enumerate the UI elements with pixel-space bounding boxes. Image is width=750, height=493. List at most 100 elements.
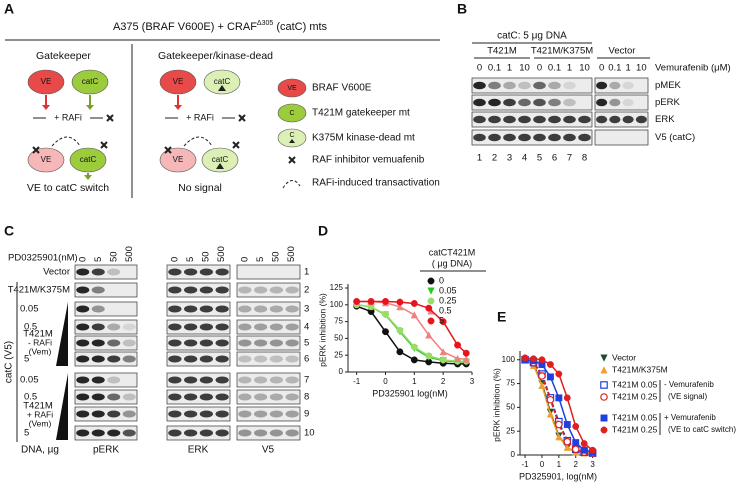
dna-label: catC: 5 μg DNA bbox=[497, 31, 567, 42]
band bbox=[199, 410, 213, 418]
band bbox=[168, 268, 182, 276]
group-label: T421M/K375M bbox=[531, 46, 593, 57]
band bbox=[91, 268, 105, 276]
group-cond: - RAFi bbox=[28, 337, 52, 347]
column-title: Gatekeeper bbox=[36, 50, 91, 62]
dose-label: 1 bbox=[567, 63, 572, 74]
legend-entry: RAFi-induced transactivation bbox=[312, 178, 440, 189]
marker bbox=[600, 393, 608, 401]
band bbox=[548, 133, 561, 142]
band bbox=[635, 115, 647, 124]
blot bbox=[594, 94, 649, 111]
band bbox=[168, 410, 182, 418]
marker bbox=[427, 277, 435, 285]
band bbox=[269, 376, 283, 384]
band bbox=[107, 410, 121, 418]
lane-number: 5 bbox=[537, 153, 542, 164]
header-sup: Δ305 bbox=[257, 20, 273, 27]
dose-label: 5 bbox=[255, 257, 266, 262]
marker bbox=[600, 354, 608, 362]
group-label: T421M bbox=[487, 46, 517, 57]
blot bbox=[74, 264, 138, 280]
dose-label: 0.1 bbox=[608, 63, 621, 74]
band bbox=[609, 115, 621, 124]
marker bbox=[538, 381, 546, 389]
arrow-head bbox=[42, 105, 50, 110]
marker bbox=[589, 446, 597, 454]
blot bbox=[74, 389, 138, 405]
lane-number: 2 bbox=[492, 153, 497, 164]
kinase-dead bbox=[216, 163, 224, 169]
band bbox=[76, 305, 90, 313]
bubble-label: VE bbox=[41, 77, 52, 86]
marker bbox=[521, 354, 529, 362]
marker bbox=[427, 287, 435, 295]
band bbox=[184, 305, 198, 313]
legend-title: ( μg DNA) bbox=[432, 258, 472, 268]
band bbox=[563, 81, 576, 90]
band bbox=[215, 393, 229, 401]
amount-label: 5 bbox=[24, 354, 29, 365]
lane-number: 1 bbox=[477, 153, 482, 164]
x-tick-label: 1 bbox=[412, 377, 417, 386]
blot bbox=[166, 319, 231, 335]
bubble-label: catC bbox=[82, 77, 99, 86]
marker bbox=[546, 410, 555, 418]
band bbox=[269, 410, 283, 418]
group-drug: (Vem) bbox=[29, 346, 52, 356]
blot bbox=[236, 406, 301, 422]
band bbox=[199, 305, 213, 313]
marker bbox=[425, 352, 433, 360]
band bbox=[596, 98, 608, 107]
group-drug: (Vem) bbox=[29, 418, 52, 428]
y-tick-label: 100 bbox=[330, 300, 344, 309]
band bbox=[199, 323, 213, 331]
band bbox=[269, 393, 283, 401]
band bbox=[269, 286, 283, 294]
band bbox=[91, 410, 105, 418]
marker bbox=[382, 328, 389, 336]
band bbox=[238, 339, 252, 347]
blot bbox=[236, 372, 301, 388]
marker bbox=[396, 303, 404, 311]
row-label: ERK bbox=[655, 114, 675, 125]
legend-entry: T421M gatekeeper mt bbox=[312, 108, 410, 119]
marker bbox=[382, 297, 389, 305]
band bbox=[285, 339, 299, 347]
craf bbox=[69, 147, 107, 173]
band bbox=[285, 410, 299, 418]
band bbox=[91, 355, 105, 363]
band bbox=[533, 115, 546, 124]
dose-label: 0.1 bbox=[488, 63, 501, 74]
braf bbox=[27, 69, 65, 95]
y-tick-label: 0 bbox=[511, 450, 516, 459]
lane-number: 8 bbox=[582, 153, 587, 164]
column-title: Gatekeeper/kinase-dead bbox=[158, 50, 273, 62]
result-label: VE to catC switch bbox=[27, 182, 109, 194]
column-label: pERK bbox=[93, 445, 119, 456]
legend-icon bbox=[282, 180, 301, 189]
band bbox=[107, 393, 121, 401]
blot bbox=[471, 129, 593, 146]
bubble-label: VE bbox=[173, 77, 184, 86]
band bbox=[184, 376, 198, 384]
band bbox=[285, 355, 299, 363]
band bbox=[122, 429, 136, 437]
band bbox=[215, 323, 229, 331]
blot bbox=[74, 406, 138, 422]
panel-label: D bbox=[318, 223, 328, 239]
band bbox=[122, 393, 136, 401]
inhibitor bbox=[238, 114, 246, 122]
band bbox=[107, 429, 121, 437]
blot bbox=[166, 264, 231, 280]
band bbox=[184, 355, 198, 363]
band bbox=[122, 410, 136, 418]
legend-icon bbox=[277, 103, 307, 123]
band bbox=[76, 410, 90, 418]
marker bbox=[572, 422, 580, 430]
legend-title: catCT421M bbox=[429, 247, 476, 257]
panel-label: E bbox=[497, 309, 506, 325]
band bbox=[238, 410, 252, 418]
band bbox=[285, 323, 299, 331]
band bbox=[503, 133, 516, 142]
